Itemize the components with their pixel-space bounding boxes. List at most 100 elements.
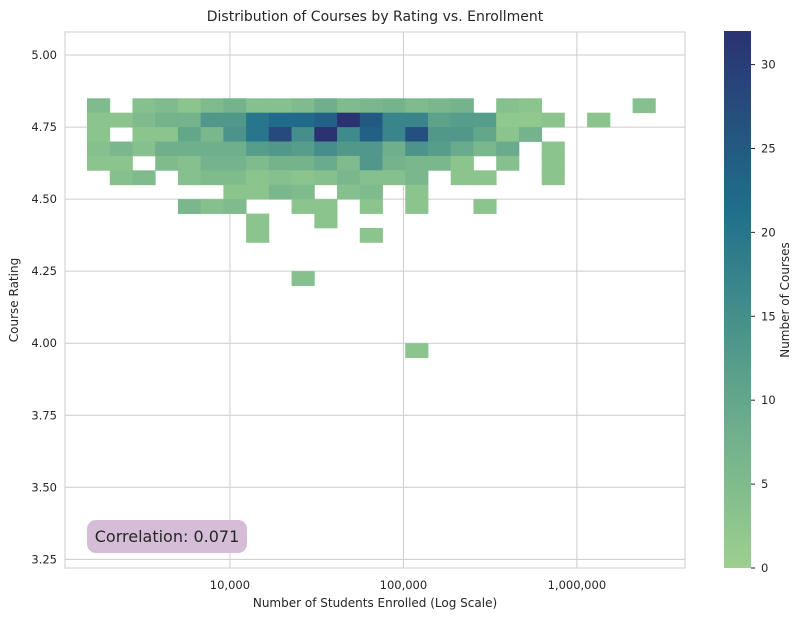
heatmap-cell [291,127,315,142]
heatmap-cell [223,127,247,142]
x-tick-label: 100,000 [380,578,428,592]
heatmap-cell [496,112,520,128]
heatmap-cell [450,98,474,114]
heatmap-cell [405,184,429,200]
heatmap-cell [587,112,611,128]
heatmap-cell [632,98,656,114]
heatmap-cell [291,141,315,157]
heatmap-cell [177,155,202,171]
heatmap-cell [382,127,406,142]
heatmap-cell [291,184,315,200]
heatmap-cell [359,227,383,243]
heatmap-cell [246,184,270,200]
heatmap-cell [177,170,202,186]
heatmap-cell [132,141,156,157]
heatmap-cell [473,170,497,186]
colorbar-tick-label: 10 [761,393,776,407]
heatmap-cell [223,170,247,186]
heatmap-cell [132,98,156,114]
heatmap-cell [359,112,383,128]
y-tick-label: 4.00 [31,336,57,350]
heatmap-cell [314,170,338,186]
heatmap-cell [223,112,247,128]
y-tick-label: 3.50 [31,480,57,494]
y-axis-label: Course Rating [7,258,21,342]
correlation-annotation: Correlation: 0.071 [87,520,247,553]
heatmap-cell [268,170,292,186]
heatmap-cell [359,141,383,157]
heatmap-cell [155,112,179,128]
heatmap-cell [359,184,383,200]
heatmap-cell [518,127,543,142]
heatmap-cell [382,98,406,114]
heatmap-cell [405,170,429,186]
heatmap-cell [359,199,383,214]
colorbar [724,31,751,568]
heatmap-cell [109,141,133,157]
heatmap-cell [405,112,429,128]
heatmap-cell [541,112,565,128]
heatmap-cell [382,155,406,171]
colorbar-tick-label: 0 [761,561,768,575]
heatmap-cell [291,199,315,214]
heatmap-cell [337,98,361,114]
heatmap-cell [246,213,270,229]
heatmap-cell [291,112,315,128]
heatmap-cell [314,112,338,128]
y-tick-label: 3.75 [31,408,57,422]
heatmap-cell [450,141,474,157]
heatmap-cell [337,184,361,200]
y-tick-label: 4.25 [31,264,57,278]
chart-title: Distribution of Courses by Rating vs. En… [207,9,544,25]
heatmap-cell [155,98,179,114]
colorbar-ticks: 0 5 10 15 20 25 30 [751,58,776,575]
heatmap-cell [268,127,292,142]
heatmap-cell [428,141,452,157]
heatmap-cell [200,127,224,142]
heatmap-cell [405,98,429,114]
x-tick-label: 1,000,000 [548,578,607,592]
colorbar-tick-label: 15 [761,309,776,323]
y-tick-label: 5.00 [31,48,57,62]
y-tick-label: 4.50 [31,192,57,206]
heatmap-cell [291,155,315,171]
heatmap-cell [246,141,270,157]
heatmap-cell [177,199,202,214]
colorbar-tick-label: 30 [761,58,776,72]
heatmap-cell [109,170,133,186]
heatmap-cell [177,141,202,157]
heatmap-cell [177,127,202,142]
heatmap-cell [428,155,452,171]
heatmap-cell [496,141,520,157]
heatmap-cell [405,155,429,171]
heatmap-cell [405,199,429,214]
heatmap-cell [473,127,497,142]
y-tick-label: 3.25 [31,552,57,566]
heatmap-cell [155,155,179,171]
heatmap-cell [518,112,543,128]
axis-ticks: 10,000 100,000 1,000,000 3.25 3.50 3.75 4.00 4.… [31,48,606,592]
heatmap-cells [87,98,656,359]
heatmap-cell [314,199,338,214]
heatmap-cell [177,112,202,128]
y-tick-label: 4.75 [31,120,57,134]
heatmap-cell [541,155,565,171]
heatmap-cell [359,170,383,186]
heatmap-cell [268,141,292,157]
heatmap-cell [291,98,315,114]
heatmap-cell [450,127,474,142]
x-tick-label: 10,000 [210,578,250,592]
heatmap-cell [200,155,224,171]
heatmap-cell [337,141,361,157]
heatmap-cell [155,127,179,142]
heatmap-cell [87,127,111,142]
heatmap-cell [405,141,429,157]
heatmap-cell [200,112,224,128]
heatmap-cell [541,141,565,157]
heatmap-cell [314,98,338,114]
colorbar-tick-label: 5 [761,477,768,491]
heatmap-cell [87,112,111,128]
heatmap-cell [200,141,224,157]
colorbar-tick-label: 25 [761,141,776,155]
